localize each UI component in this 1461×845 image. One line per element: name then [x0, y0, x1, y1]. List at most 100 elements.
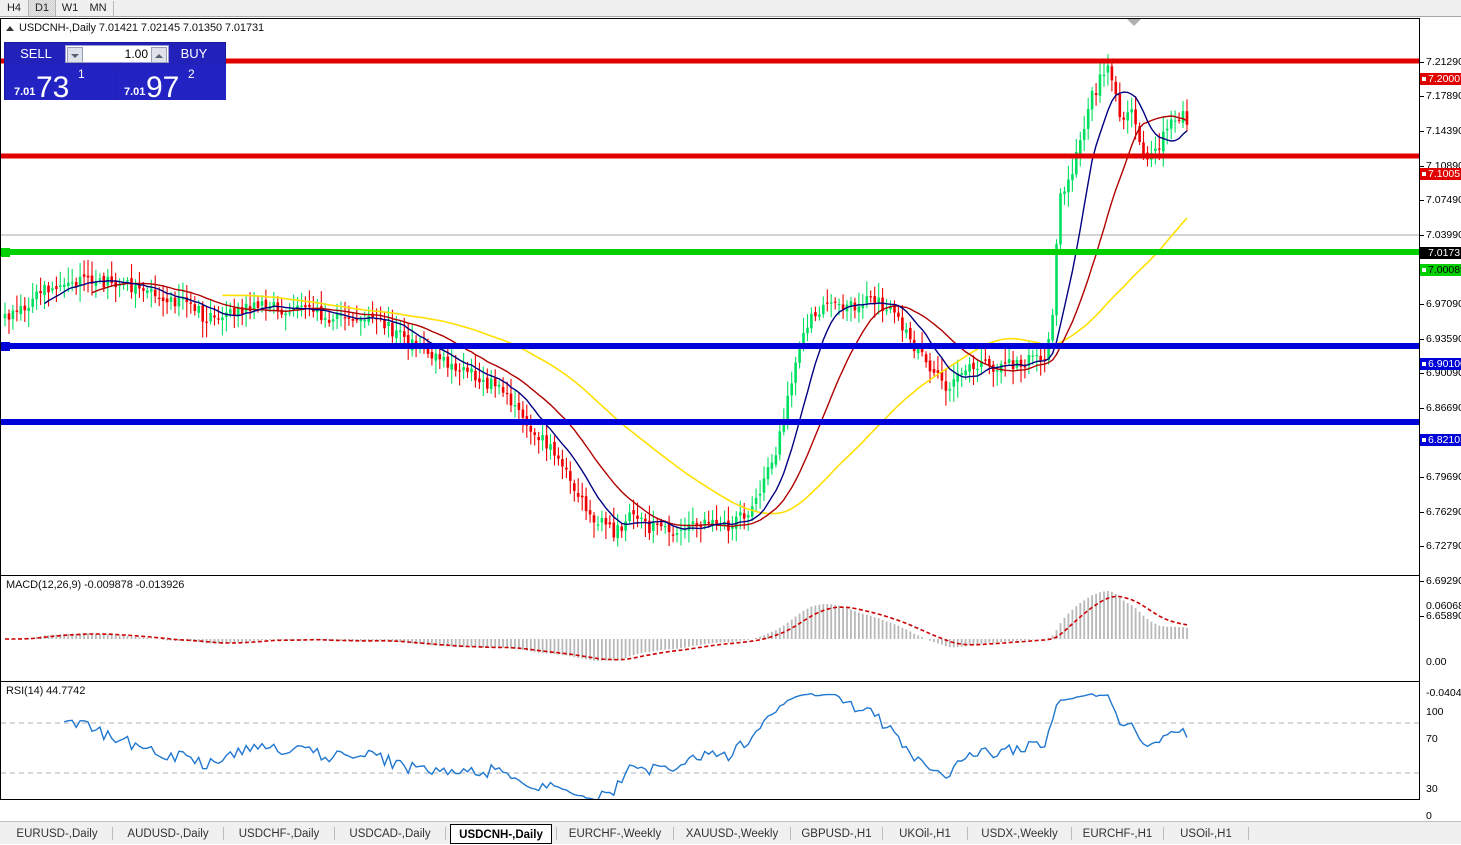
price-tick	[1420, 512, 1424, 513]
timeframe-mn[interactable]: MN	[84, 0, 112, 16]
rsi-tick-label: 0	[1426, 811, 1432, 821]
price-tick-label: 7.07490	[1426, 195, 1461, 205]
rsi-tick-label: 30	[1426, 784, 1438, 794]
volume-decrease-button[interactable]	[67, 47, 83, 63]
timeframe-d1-label: D1	[35, 2, 49, 14]
tab-divider	[223, 827, 224, 840]
tab-divider	[673, 827, 674, 840]
tab-divider	[967, 827, 968, 840]
price-tick-label: 6.65890	[1426, 611, 1461, 621]
price-tick-label: 6.76290	[1426, 507, 1461, 517]
chart-tab-usdx[interactable]: USDX-,Weekly	[972, 824, 1067, 844]
price-panel[interactable]: USDCNH-,Daily 7.01421 7.02145 7.01350 7.…	[1, 19, 1419, 574]
price-tick	[1420, 96, 1424, 97]
macd-label: MACD(12,26,9) -0.009878 -0.013926	[6, 579, 184, 591]
price-tick	[1420, 581, 1424, 582]
timeframe-d1[interactable]: D1	[28, 0, 56, 16]
price-label-support-blue-1[interactable]: 6.90100	[1420, 358, 1461, 370]
price-tick	[1420, 408, 1424, 409]
chart-title: USDCNH-,Daily 7.01421 7.02145 7.01350 7.…	[19, 22, 264, 34]
tab-divider	[334, 827, 335, 840]
chart-tab-eurusd[interactable]: EURUSD-,Daily	[6, 824, 108, 844]
price-tick-label: 7.21290	[1426, 57, 1461, 67]
volume-increase-button[interactable]	[151, 47, 167, 63]
timeframe-w1[interactable]: W1	[56, 0, 84, 16]
price-tick	[1420, 546, 1424, 547]
candlestick-series	[4, 54, 1189, 546]
chart-tab-usdchf[interactable]: USDCHF-,Daily	[228, 824, 330, 844]
rsi-chart-svg	[1, 682, 1419, 799]
chart-tab-audusd[interactable]: AUDUSD-,Daily	[117, 824, 219, 844]
rsi-label: RSI(14) 44.7742	[6, 685, 85, 697]
price-tick	[1420, 616, 1424, 617]
volume-value[interactable]: 1.00	[125, 46, 148, 62]
price-label-handle-icon	[1422, 77, 1426, 81]
timeframe-h4[interactable]: H4	[0, 0, 28, 16]
one-click-trading-panel[interactable]: SELL 1.00 BUY 7.01 73 1 7.01 97 2	[4, 42, 226, 100]
chart-collapse-icon[interactable]	[6, 26, 14, 31]
price-label-handle-icon	[1422, 172, 1426, 176]
rsi-tick-label: 70	[1426, 734, 1438, 744]
timeframe-h4-label: H4	[7, 2, 21, 14]
macd-signal-line	[5, 596, 1187, 659]
macd-tick-label: 0.060687	[1426, 601, 1461, 611]
level-handle-support-blue-1[interactable]	[1, 342, 10, 351]
tab-divider	[882, 827, 883, 840]
sell-label: SELL	[9, 45, 63, 63]
chart-tab-xauusd[interactable]: XAUUSD-,Weekly	[678, 824, 786, 844]
macd-tick-label: -0.040432	[1426, 688, 1461, 698]
price-tick	[1420, 373, 1424, 374]
price-label-handle-icon	[1422, 268, 1426, 272]
tab-divider	[1248, 827, 1249, 840]
price-tick-label: 7.14390	[1426, 126, 1461, 136]
chart-window: USDCNH-,Daily 7.01421 7.02145 7.01350 7.…	[0, 18, 1461, 820]
chart-tab-usdcad[interactable]: USDCAD-,Daily	[339, 824, 441, 844]
chart-tab-gbpusd[interactable]: GBPUSD-,H1	[795, 824, 878, 844]
chart-tab-ukoil[interactable]: UKOil-,H1	[887, 824, 963, 844]
chart-tab-usdcnh[interactable]: USDCNH-,Daily	[450, 824, 552, 844]
chart-tab-eurchf[interactable]: EURCHF-,Weekly	[561, 824, 669, 844]
tab-divider	[556, 827, 557, 840]
price-label-current-price[interactable]: 7.01731	[1420, 247, 1461, 259]
chart-top-marker-icon	[1127, 19, 1141, 26]
ma-medium-line	[92, 116, 1187, 526]
sell-price-fraction: 1	[78, 67, 85, 81]
chart-plot-frame[interactable]: USDCNH-,Daily 7.01421 7.02145 7.01350 7.…	[0, 18, 1420, 800]
octp-header: SELL 1.00 BUY	[5, 43, 225, 65]
sell-price-big: 73	[36, 71, 69, 105]
price-label-support-green[interactable]: 7.00089	[1420, 264, 1461, 276]
tab-divider	[1163, 827, 1164, 840]
chart-tab-usoil[interactable]: USOil-,H1	[1168, 824, 1244, 844]
price-tick-label: 6.79690	[1426, 472, 1461, 482]
price-tick-label: 7.17890	[1426, 91, 1461, 101]
price-tick	[1420, 200, 1424, 201]
macd-histogram	[8, 591, 1188, 661]
price-label-resistance-2[interactable]: 7.10051	[1420, 168, 1461, 180]
price-label-handle-icon	[1422, 438, 1426, 442]
tab-divider	[112, 827, 113, 840]
price-tick	[1420, 235, 1424, 236]
price-tick	[1420, 166, 1424, 167]
rsi-panel[interactable]: RSI(14) 44.7742	[1, 681, 1419, 800]
price-tick-label: 6.69290	[1426, 576, 1461, 586]
toolbar-divider	[113, 1, 114, 16]
buy-button[interactable]: 7.01 97 2	[116, 65, 226, 100]
price-tick-label: 6.72790	[1426, 541, 1461, 551]
level-handle-support-green[interactable]	[1, 248, 10, 257]
chart-tab-eurchf[interactable]: EURCHF-,H1	[1076, 824, 1159, 844]
macd-tick-label: 0.00	[1426, 657, 1446, 667]
rsi-tick-label: 100	[1426, 707, 1444, 717]
ma-slow-line	[222, 218, 1187, 514]
price-chart-svg	[1, 19, 1419, 574]
chevron-down-icon	[71, 54, 79, 58]
volume-stepper[interactable]: 1.00	[65, 45, 169, 63]
price-tick-label: 6.97090	[1426, 299, 1461, 309]
macd-panel[interactable]: MACD(12,26,9) -0.009878 -0.013926	[1, 575, 1419, 681]
sell-button[interactable]: 7.01 73 1	[6, 65, 115, 100]
chart-tab-bar[interactable]: EURUSD-,Daily AUDUSD-,Daily USDCHF-,Daily U…	[0, 821, 1461, 844]
price-label-support-blue-2[interactable]: 6.82103	[1420, 434, 1461, 446]
timeframe-w1-label: W1	[62, 2, 79, 14]
